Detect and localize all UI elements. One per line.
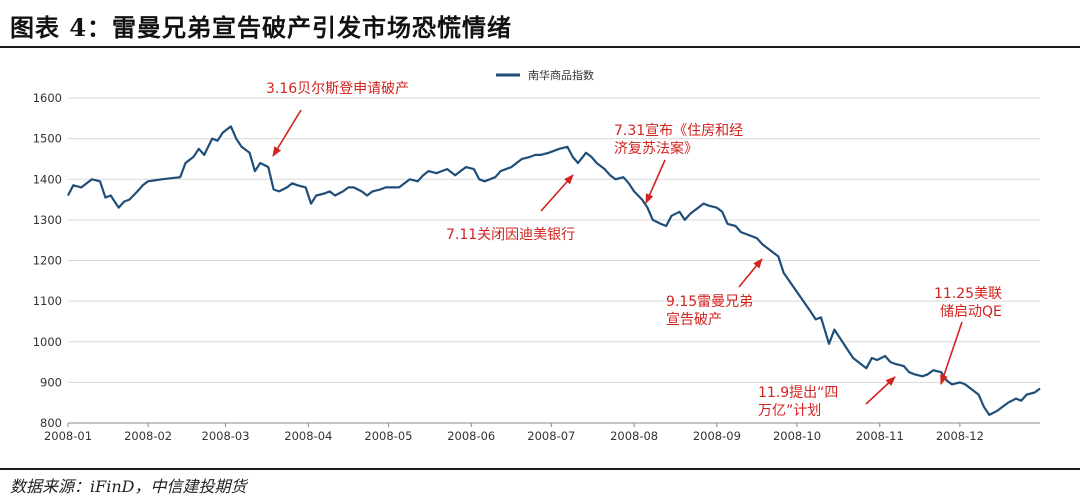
x-tick-label: 2008-04 [284, 429, 332, 443]
annotation-housing-act: 7.31宣布《住房和经 [614, 123, 743, 139]
y-tick-label: 800 [40, 416, 62, 430]
series-line-nanhua-index [67, 125, 1041, 416]
page-title: 图表 4：雷曼兄弟宣告破产引发市场恐慌情绪 [10, 13, 513, 42]
annotation-four-trillion: 11.9提出“四 [758, 385, 838, 401]
top-divider [0, 46, 1080, 48]
arrow-housing-act [645, 159, 666, 204]
x-tick-label: 2008-07 [527, 429, 575, 443]
y-tick-label: 1400 [33, 172, 62, 186]
commodity-index-chart: 800 900 1000 1100 1200 1300 1400 1500 1600 2008-0… [33, 68, 1041, 443]
annotation-layer: 3.16贝尔斯登申请破产 7.31宣布《住房和经 济复苏法案》 7.11关闭因迪… [266, 81, 1002, 419]
legend: 南华商品指数 [496, 68, 594, 82]
arrow-bear-stearns [272, 109, 302, 157]
x-tick-label: 2008-09 [693, 429, 741, 443]
x-tick-label: 2008-02 [124, 429, 172, 443]
x-tick-label: 2008-06 [447, 429, 495, 443]
x-tick-label: 2008-08 [610, 429, 658, 443]
title-bar: 图表 4：雷曼兄弟宣告破产引发市场恐慌情绪 [0, 0, 1080, 46]
arrow-indymac [540, 174, 574, 212]
annotation-fed-qe: 11.25美联 [934, 286, 1002, 302]
y-tick-label: 900 [40, 375, 62, 389]
x-tick-label: 2008-03 [202, 429, 250, 443]
x-tick-label: 2008-01 [44, 429, 92, 443]
annotation-lehman-line2: 宣告破产 [666, 312, 722, 328]
y-tick-label: 1500 [33, 132, 62, 146]
arrow-lehman [738, 258, 763, 288]
y-tick-label: 1100 [33, 294, 62, 308]
x-tick-label: 2008-05 [364, 429, 412, 443]
y-tick-label: 1300 [33, 213, 62, 227]
annotation-four-trillion-line2: 万亿”计划 [758, 403, 821, 419]
y-tick-label: 1600 [33, 91, 62, 105]
annotation-indymac: 7.11关闭因迪美银行 [446, 227, 575, 243]
y-tick-label: 1200 [33, 254, 62, 268]
annotation-bear-stearns: 3.16贝尔斯登申请破产 [266, 81, 409, 97]
x-tick-label: 2008-11 [856, 429, 904, 443]
bottom-divider [0, 468, 1080, 470]
grid-layer [68, 97, 1040, 424]
annotation-lehman: 9.15雷曼兄弟 [666, 294, 753, 310]
arrow-fed-qe [940, 321, 963, 385]
x-tick-label: 2008-10 [773, 429, 821, 443]
axis-layer: 800 900 1000 1100 1200 1300 1400 1500 1600 2008-0… [33, 91, 1040, 443]
annotation-fed-qe-line2: 储启动QE [940, 304, 1002, 320]
y-tick-label: 1000 [33, 335, 62, 349]
source-note: 数据来源：iFinD，中信建投期货 [10, 477, 247, 496]
arrow-four-trillion [865, 376, 896, 405]
legend-label: 南华商品指数 [528, 68, 594, 82]
x-tick-label: 2008-12 [936, 429, 984, 443]
annotation-housing-act-line2: 济复苏法案》 [614, 140, 698, 157]
series-layer [67, 125, 1041, 416]
